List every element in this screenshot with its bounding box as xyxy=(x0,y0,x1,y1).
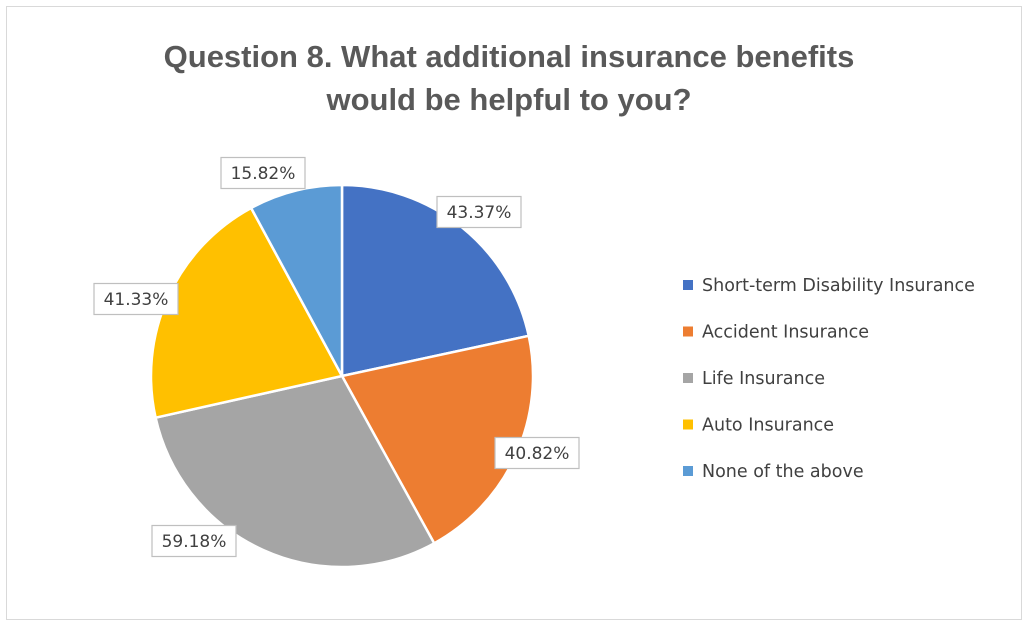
pie-slices xyxy=(149,183,535,569)
legend-item-accident-insurance: Accident Insurance xyxy=(683,323,869,343)
legend-swatch xyxy=(683,373,693,383)
data-label-none-of-the-above: 15.82% xyxy=(220,156,306,190)
legend-item-life-insurance: Life Insurance xyxy=(683,369,825,389)
data-label-short-term-disability-insurance: 43.37% xyxy=(436,195,522,229)
data-label-box xyxy=(93,282,179,316)
pie-chart: Question 8. What additional insurance be… xyxy=(93,39,975,569)
data-label-text: 40.82% xyxy=(505,444,570,464)
pie-slice-life-insurance xyxy=(154,374,436,569)
data-label-box xyxy=(220,156,306,190)
legend-label: Life Insurance xyxy=(702,369,825,389)
data-labels: 43.37% 40.82% 59.18% 41.33% 15.82% xyxy=(93,156,580,558)
data-label-text: 15.82% xyxy=(231,164,296,184)
legend-label: None of the above xyxy=(702,462,864,482)
chart-title-line-1: Question 8. What additional insurance be… xyxy=(164,39,855,74)
legend-swatch xyxy=(683,419,693,430)
legend-item-auto-insurance: Auto Insurance xyxy=(683,416,834,436)
data-label-box xyxy=(151,524,237,558)
data-label-accident-insurance: 40.82% xyxy=(494,436,580,470)
legend-swatch xyxy=(683,280,693,290)
pie-slice-none-of-the-above xyxy=(249,183,344,378)
legend-item-short-term-disability-insurance: Short-term Disability Insurance xyxy=(683,276,975,296)
legend-label: Short-term Disability Insurance xyxy=(702,276,975,296)
data-label-auto-insurance: 41.33% xyxy=(93,282,179,316)
data-label-box xyxy=(494,436,580,470)
legend-label: Accident Insurance xyxy=(702,323,869,343)
legend-swatch xyxy=(683,326,693,337)
data-label-life-insurance: 59.18% xyxy=(151,524,237,558)
data-label-box xyxy=(436,195,522,229)
legend-label: Auto Insurance xyxy=(702,416,834,436)
data-label-text: 41.33% xyxy=(104,290,169,310)
legend-item-none-of-the-above: None of the above xyxy=(683,462,864,482)
data-label-text: 43.37% xyxy=(447,203,512,223)
data-label-text: 59.18% xyxy=(162,532,227,552)
chart-title-line-2: would be helpful to you? xyxy=(325,82,691,117)
legend: Short-term Disability Insurance Accident … xyxy=(683,276,975,482)
chart-area: Question 8. What additional insurance be… xyxy=(6,6,1022,620)
legend-swatch xyxy=(683,466,693,476)
